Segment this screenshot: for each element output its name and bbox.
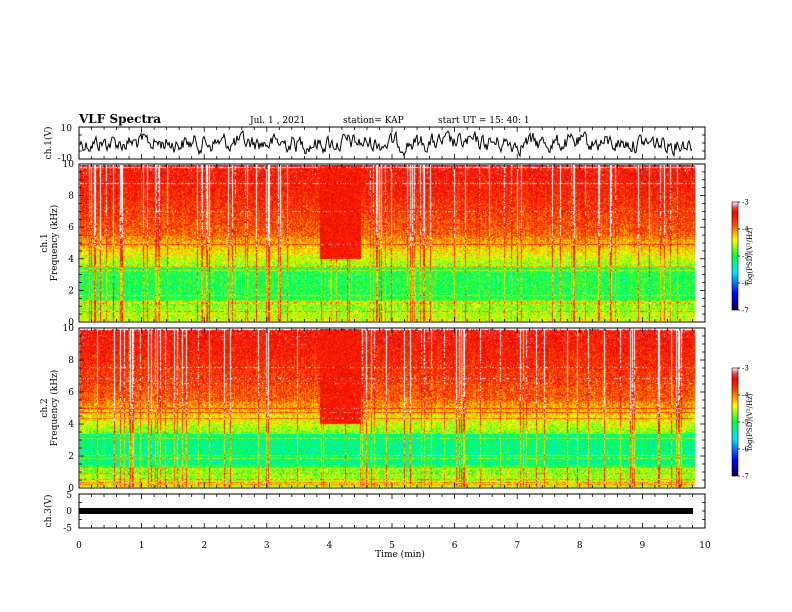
colorbar-tick-label: -6: [742, 280, 749, 288]
ch1-spectrogram-ylabel: Frequency (kHz): [49, 205, 60, 282]
ch1-colorbar-label: log(PSD)(V²/Hz): [746, 227, 754, 284]
frequency-tick-label: 4: [68, 255, 74, 265]
frequency-tick-label: 6: [68, 223, 74, 233]
ch2-spectrogram-panel: 0 2 4 6 8 10 ch.2 Frequency (kHz) -3 -4 -5 -6 -7 …: [40, 324, 754, 494]
frequency-tick-label: 6: [68, 388, 74, 398]
figure-title: VLF Spectra: [78, 112, 161, 126]
ch2-spectrogram-ylabel: Frequency (kHz): [49, 370, 60, 447]
frequency-tick-label: 4: [68, 420, 74, 430]
time-tick-label: 10: [699, 541, 711, 551]
ch3-ytick-mid: 0: [66, 507, 72, 517]
ch2-colorbar: -3 -4 -5 -6 -7 log(PSD)(V²/Hz): [731, 365, 754, 481]
start-time-label: start UT = 15: 40: 1: [438, 116, 530, 126]
time-tick-label: 1: [139, 541, 145, 551]
time-tick-label: 8: [577, 541, 583, 551]
time-tick-label: 0: [76, 541, 82, 551]
ch1-waveform-panel: 10 -10 ch.1(V): [43, 124, 706, 164]
colorbar-tick-label: -3: [742, 199, 749, 207]
time-tick-label: 6: [452, 541, 458, 551]
ch2-spectrogram-image: [80, 329, 704, 487]
ch1-waveform-ylabel: ch.1(V): [43, 127, 54, 160]
ch3-signal-band: [79, 508, 693, 514]
date-label: Jul. 1 , 2021: [249, 116, 305, 126]
frequency-tick-label: 10: [63, 160, 75, 170]
frequency-tick-label: 0: [68, 318, 74, 328]
ch1-colorbar: -3 -4 -5 -6 -7 log(PSD)(V²/Hz): [731, 199, 754, 315]
colorbar-tick-label: -5: [742, 419, 749, 427]
time-tick-label: 4: [327, 541, 333, 551]
ch3-ytick-bottom: -5: [63, 524, 72, 534]
ch1-spectrogram-channel-label: ch.1: [40, 233, 50, 252]
ch1-ytick-top: 10: [61, 124, 73, 134]
colorbar-tick-label: -6: [742, 446, 749, 454]
ch2-colorbar-label: log(PSD)(V²/Hz): [746, 393, 754, 450]
colorbar-tick-label: -3: [742, 365, 749, 373]
ch3-ylabel: ch.3(V): [43, 495, 54, 528]
time-tick-label: 3: [264, 541, 270, 551]
ch1-ytick-bottom: -10: [58, 154, 73, 164]
time-axis-label: Time (min): [375, 549, 425, 560]
ch1-spectrogram-panel: 0 2 4 6 8 10 ch.1 Frequency (kHz) -3 -4 -5 -6 -7 …: [40, 160, 754, 328]
ch1-waveform-line: [79, 130, 693, 158]
frequency-tick-label: 8: [68, 356, 74, 366]
ch3-signal-panel: 5 0 -5 ch.3(V) 0 1 2 3 4 5 6 7 8 9 10 Time (min): [43, 491, 711, 560]
time-tick-label: 9: [640, 541, 646, 551]
station-label: station= KAP: [343, 116, 404, 126]
frequency-tick-label: 0: [68, 484, 74, 494]
time-tick-label: 7: [514, 541, 520, 551]
ch3-ytick-top: 5: [66, 491, 72, 501]
colorbar-tick-label: -7: [742, 473, 749, 481]
colorbar-tick-label: -4: [742, 226, 749, 234]
ch2-spectrogram-channel-label: ch.2: [40, 398, 50, 417]
frequency-tick-label: 2: [68, 452, 74, 462]
colorbar-tick-label: -7: [742, 307, 749, 315]
colorbar-tick-label: -5: [742, 253, 749, 261]
frequency-tick-label: 2: [68, 286, 74, 296]
frequency-tick-label: 10: [63, 324, 75, 334]
colorbar-tick-label: -4: [742, 392, 749, 400]
time-tick-label: 5: [389, 541, 395, 551]
frequency-tick-label: 8: [68, 192, 74, 202]
time-tick-label: 2: [201, 541, 207, 551]
ch1-spectrogram-image: [80, 165, 704, 321]
